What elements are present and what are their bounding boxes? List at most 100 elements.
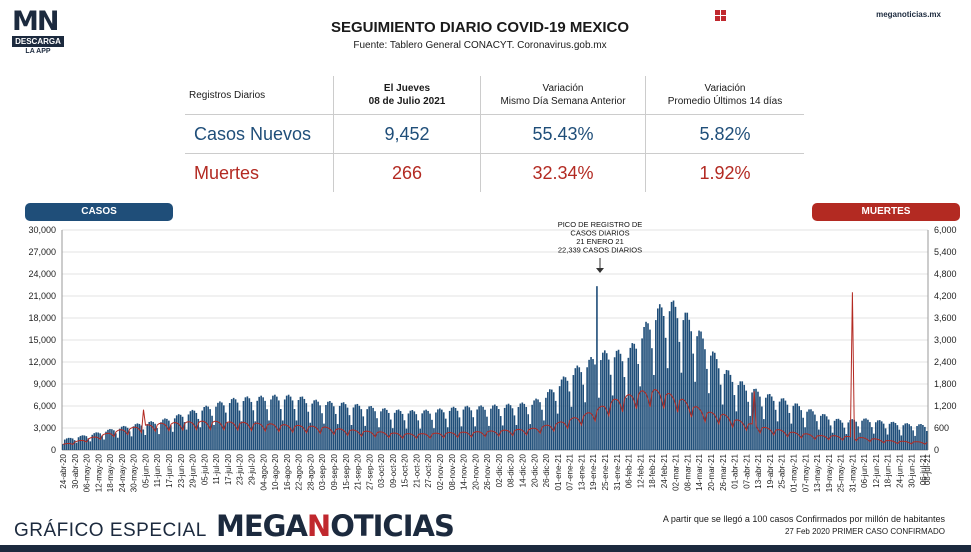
case-bar [440,409,443,450]
case-bar [592,359,594,450]
case-bar [633,343,636,450]
case-bar [529,424,531,450]
case-bar [187,414,190,450]
case-bar [619,353,622,450]
x-tick-label: 11-jun-20 [153,453,162,487]
case-bar [144,434,147,450]
case-bar [278,400,280,450]
x-tick-label: 08-nov-20 [448,453,457,490]
case-bar [739,381,742,450]
case-bar [525,406,528,450]
case-bar [572,375,575,450]
case-bar [272,395,274,450]
case-bar [876,420,879,450]
case-bar [287,394,290,450]
case-bar [896,425,899,450]
case-bar [708,393,710,450]
case-bar [474,426,476,450]
case-bar [105,431,107,450]
case-bar [700,331,702,450]
case-bar [480,405,482,450]
case-bar [743,384,746,450]
case-bar [205,405,207,450]
case-bar [195,412,198,450]
x-tick-label: 24-may-20 [118,453,127,492]
case-bar [393,412,396,450]
case-bar [197,418,200,450]
case-bar [788,412,791,450]
case-bar [914,435,916,450]
right-tick-label: 1,200 [934,401,957,411]
case-bar [228,403,231,450]
case-bar [778,401,781,450]
x-tick-label: 08-jul-21 [923,453,932,485]
x-tick-label: 14-dic-20 [518,453,527,487]
right-tick-label: 2,400 [934,357,957,367]
case-bar [676,318,679,450]
case-bar [136,423,139,450]
case-bar [782,398,785,450]
case-bar [566,380,569,450]
case-bar [806,411,808,450]
x-tick-label: 23-jul-20 [236,453,245,485]
x-tick-label: 18-may-20 [106,453,115,492]
case-bar [519,403,522,450]
case-bar [223,405,225,450]
case-bar [666,368,669,450]
case-bar [122,425,125,450]
case-bar [360,409,363,450]
case-bar [234,399,237,450]
case-bar [203,407,206,450]
case-bar [786,404,789,450]
case-bar [378,427,380,450]
case-bar [635,348,638,450]
case-bar [855,421,857,450]
x-tick-label: 14-nov-20 [460,453,469,490]
left-tick-label: 15,000 [28,335,56,345]
x-tick-label: 31-may-21 [848,453,857,492]
site-url[interactable]: meganoticias.mx [876,10,941,19]
x-tick-label: 08-mar-21 [683,453,692,490]
case-bar [323,423,325,450]
x-tick-label: 06-may-20 [83,453,92,492]
case-bar [511,408,514,450]
x-tick-label: 26-mar-21 [719,453,728,490]
case-bar [446,427,449,450]
case-bar [91,434,94,450]
left-tick-label: 3,000 [33,423,56,433]
case-bar [191,409,194,450]
x-tick-label: 14-mar-21 [695,453,704,490]
x-tick-label: 07-abr-21 [742,453,751,488]
case-bar [625,397,628,450]
x-tick-label: 21-sep-20 [354,453,363,490]
case-bar [262,397,264,450]
case-bar [564,377,567,450]
case-bar [509,405,512,450]
case-bar [515,424,518,450]
peak-annotation-arrow [596,268,604,273]
x-tick-label: 08-dic-20 [507,453,516,487]
case-bar [236,402,239,450]
case-bar [217,402,219,450]
case-bar [766,394,769,450]
case-bar [213,424,215,450]
case-bar [837,418,840,450]
case-bar [370,406,372,450]
case-bar [462,409,465,450]
case-bar [623,377,626,450]
case-bar [916,426,918,450]
case-bar [401,413,404,450]
app-logo[interactable]: MN DESCARGA LA APP [12,8,64,56]
case-bar [173,418,176,450]
case-bar [168,420,170,450]
case-bar [533,400,535,450]
deaths-line [62,292,928,445]
case-bar [238,410,241,450]
case-bar [558,386,561,450]
case-bar [574,368,577,450]
case-bar [270,399,272,450]
x-tick-label: 03-sep-20 [318,453,327,490]
case-bar [607,359,610,450]
case-bar [680,372,683,450]
case-bar [207,406,209,450]
